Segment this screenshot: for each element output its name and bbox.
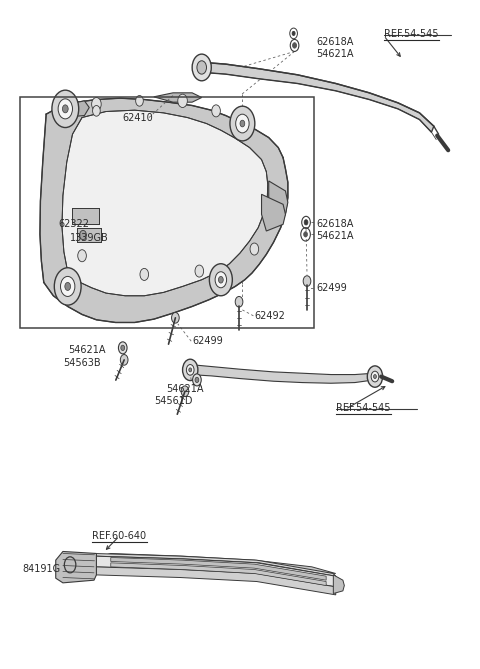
Polygon shape bbox=[53, 101, 89, 118]
Circle shape bbox=[121, 345, 125, 351]
Circle shape bbox=[65, 282, 71, 290]
Polygon shape bbox=[111, 563, 326, 585]
Polygon shape bbox=[94, 553, 336, 576]
Text: 54621A: 54621A bbox=[68, 345, 105, 355]
Bar bbox=[20, 98, 314, 328]
Text: REF.54-545: REF.54-545 bbox=[336, 403, 390, 413]
Circle shape bbox=[209, 264, 232, 296]
Polygon shape bbox=[62, 110, 268, 296]
Circle shape bbox=[119, 342, 127, 354]
Circle shape bbox=[197, 61, 206, 74]
Circle shape bbox=[267, 200, 276, 212]
Polygon shape bbox=[94, 556, 336, 587]
Text: 54621A: 54621A bbox=[317, 231, 354, 242]
Circle shape bbox=[192, 54, 211, 81]
Polygon shape bbox=[333, 575, 344, 593]
Circle shape bbox=[136, 96, 144, 106]
Circle shape bbox=[240, 120, 245, 127]
Circle shape bbox=[235, 296, 243, 307]
Circle shape bbox=[140, 268, 149, 280]
Circle shape bbox=[236, 114, 249, 133]
Polygon shape bbox=[190, 365, 374, 383]
Circle shape bbox=[304, 219, 308, 225]
Circle shape bbox=[52, 90, 79, 128]
Text: 62499: 62499 bbox=[317, 283, 348, 293]
Text: 54561D: 54561D bbox=[154, 396, 192, 406]
Circle shape bbox=[292, 31, 295, 35]
Circle shape bbox=[373, 375, 376, 379]
Circle shape bbox=[218, 276, 223, 283]
Circle shape bbox=[250, 243, 259, 255]
Polygon shape bbox=[94, 553, 336, 573]
Text: 62499: 62499 bbox=[192, 337, 223, 346]
Circle shape bbox=[178, 94, 187, 108]
Circle shape bbox=[189, 368, 192, 372]
Circle shape bbox=[186, 365, 194, 375]
Circle shape bbox=[304, 231, 308, 237]
Text: 62410: 62410 bbox=[123, 112, 154, 122]
Text: 62618A: 62618A bbox=[317, 219, 354, 229]
Polygon shape bbox=[269, 181, 288, 214]
Text: 62322: 62322 bbox=[58, 219, 89, 229]
Circle shape bbox=[171, 312, 179, 323]
Polygon shape bbox=[111, 557, 326, 580]
Circle shape bbox=[80, 230, 86, 240]
Polygon shape bbox=[154, 93, 202, 102]
Circle shape bbox=[58, 99, 72, 119]
Polygon shape bbox=[77, 227, 101, 242]
Text: REF.60-640: REF.60-640 bbox=[92, 531, 146, 541]
Text: 62618A: 62618A bbox=[317, 37, 354, 47]
Circle shape bbox=[371, 371, 379, 382]
Circle shape bbox=[192, 374, 201, 386]
Circle shape bbox=[93, 106, 100, 116]
Circle shape bbox=[182, 359, 198, 381]
Circle shape bbox=[195, 265, 204, 277]
Text: 62492: 62492 bbox=[254, 311, 285, 321]
Circle shape bbox=[120, 355, 128, 365]
Circle shape bbox=[215, 272, 227, 288]
Circle shape bbox=[293, 43, 297, 48]
Text: 84191G: 84191G bbox=[22, 565, 60, 575]
Circle shape bbox=[78, 250, 86, 262]
Circle shape bbox=[62, 105, 68, 113]
Text: REF.54-545: REF.54-545 bbox=[384, 29, 438, 39]
Polygon shape bbox=[40, 98, 288, 322]
Circle shape bbox=[60, 276, 75, 296]
Text: 54563B: 54563B bbox=[63, 357, 100, 367]
Circle shape bbox=[212, 105, 220, 117]
Polygon shape bbox=[94, 567, 336, 595]
Polygon shape bbox=[199, 62, 434, 132]
Polygon shape bbox=[262, 194, 286, 231]
Text: 54621A: 54621A bbox=[317, 49, 354, 59]
Circle shape bbox=[367, 366, 383, 387]
Circle shape bbox=[195, 377, 199, 383]
Polygon shape bbox=[56, 551, 96, 583]
Polygon shape bbox=[72, 207, 99, 224]
Text: 54621A: 54621A bbox=[166, 384, 204, 394]
Circle shape bbox=[230, 106, 255, 141]
Text: 1339GB: 1339GB bbox=[70, 233, 109, 243]
Circle shape bbox=[303, 276, 311, 286]
Circle shape bbox=[92, 98, 101, 111]
Circle shape bbox=[54, 268, 81, 305]
Circle shape bbox=[181, 386, 189, 397]
